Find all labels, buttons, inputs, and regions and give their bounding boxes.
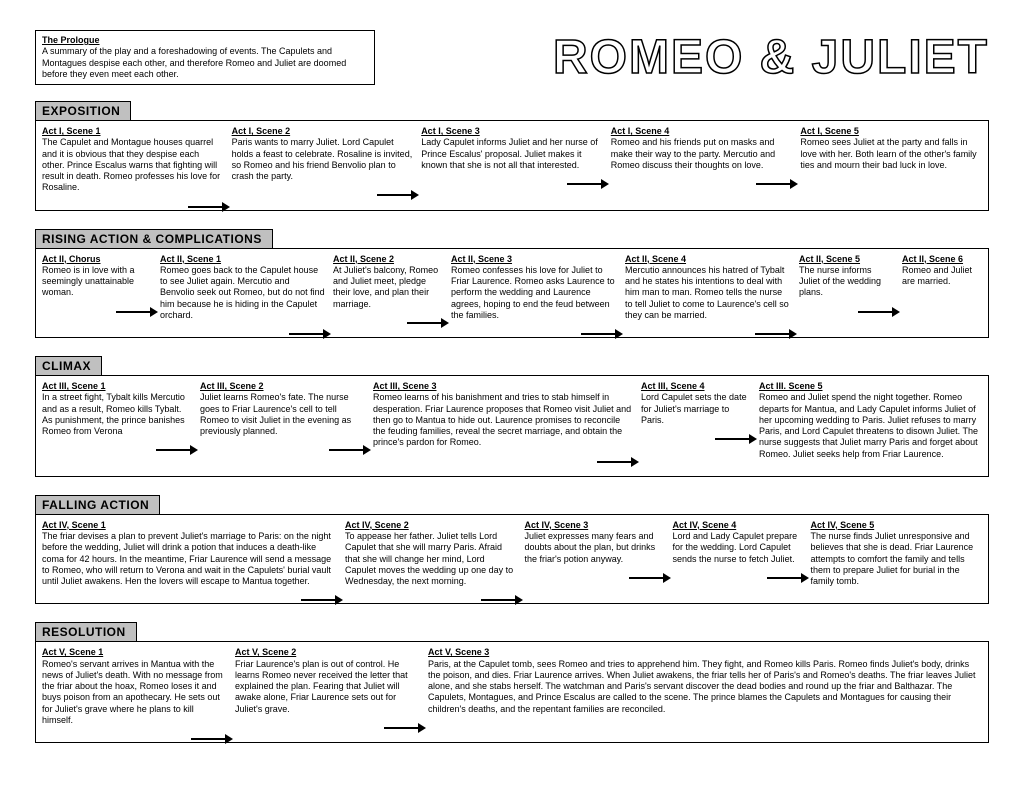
main-title: ROMEO & JULIET [395, 30, 989, 82]
arrow-icon [116, 311, 156, 313]
arrow-icon [384, 727, 424, 729]
arrow-icon [715, 438, 755, 440]
scene: Act II, Scene 6 Romeo and Juliet are mar… [902, 254, 982, 288]
scene: Act V, Scene 3 Paris, at the Capulet tom… [428, 647, 982, 715]
scene: Act IV, Scene 5 The nurse finds Juliet u… [811, 520, 983, 588]
arrow-icon [581, 333, 621, 335]
section-header: RISING ACTION & COMPLICATIONS [35, 229, 273, 248]
section-header: RESOLUTION [35, 622, 137, 641]
arrow-icon [858, 311, 898, 313]
scene: Act I, Scene 3 Lady Capulet informs Juli… [421, 126, 603, 171]
section-resolution: RESOLUTION Act V, Scene 1 Romeo's servan… [35, 622, 989, 743]
scene: Act II, Chorus Romeo is in love with a s… [42, 254, 152, 299]
section-header: EXPOSITION [35, 101, 131, 120]
arrow-icon [156, 449, 196, 451]
header-row: The Prologue A summary of the play and a… [35, 30, 989, 85]
scene: Act II, Scene 4 Mercutio announces his h… [625, 254, 791, 322]
scene: Act V, Scene 2 Friar Laurence's plan is … [235, 647, 420, 715]
scene: Act III, Scene 2 Juliet learns Romeo's f… [200, 381, 365, 437]
section-body: Act II, Chorus Romeo is in love with a s… [35, 248, 989, 339]
arrow-icon [629, 577, 669, 579]
arrow-icon [767, 577, 807, 579]
scene: Act I, Scene 4 Romeo and his friends put… [611, 126, 793, 171]
section-header: FALLING ACTION [35, 495, 160, 514]
arrow-icon [301, 599, 341, 601]
scene: Act III, Scene 3 Romeo learns of his ban… [373, 381, 633, 449]
section-body: Act I, Scene 1 The Capulet and Montague … [35, 120, 989, 211]
arrow-icon [597, 461, 637, 463]
arrow-icon [481, 599, 521, 601]
section-climax: CLIMAX Act III, Scene 1 In a street figh… [35, 356, 989, 477]
section-header: CLIMAX [35, 356, 102, 375]
arrow-icon [188, 206, 228, 208]
scene: Act II, Scene 3 Romeo confesses his love… [451, 254, 617, 322]
section-body: Act IV, Scene 1 The friar devises a plan… [35, 514, 989, 605]
scene: Act IV, Scene 1 The friar devises a plan… [42, 520, 337, 588]
prologue-box: The Prologue A summary of the play and a… [35, 30, 375, 85]
section-rising: RISING ACTION & COMPLICATIONS Act II, Ch… [35, 229, 989, 339]
scene: Act II, Scene 5 The nurse informs Juliet… [799, 254, 894, 299]
scene: Act I, Scene 2 Paris wants to marry Juli… [232, 126, 414, 182]
arrow-icon [191, 738, 231, 740]
section-body: Act V, Scene 1 Romeo's servant arrives i… [35, 641, 989, 743]
arrow-icon [377, 194, 417, 196]
scene: Act IV, Scene 3 Juliet expresses many fe… [525, 520, 665, 565]
section-falling: FALLING ACTION Act IV, Scene 1 The friar… [35, 495, 989, 605]
prologue-text: A summary of the play and a foreshadowin… [42, 46, 346, 79]
scene: Act IV, Scene 4 Lord and Lady Capulet pr… [673, 520, 803, 565]
arrow-icon [289, 333, 329, 335]
scene: Act III, Scene 4 Lord Capulet sets the d… [641, 381, 751, 426]
arrow-icon [755, 333, 795, 335]
scene: Act V, Scene 1 Romeo's servant arrives i… [42, 647, 227, 726]
section-exposition: EXPOSITION Act I, Scene 1 The Capulet an… [35, 101, 989, 211]
scene: Act II, Scene 1 Romeo goes back to the C… [160, 254, 325, 322]
scene: Act III. Scene 5 Romeo and Juliet spend … [759, 381, 982, 460]
scene: Act II, Scene 2 At Juliet's balcony, Rom… [333, 254, 443, 310]
arrow-icon [567, 183, 607, 185]
arrow-icon [756, 183, 796, 185]
scene: Act I, Scene 1 The Capulet and Montague … [42, 126, 224, 194]
arrow-icon [329, 449, 369, 451]
section-body: Act III, Scene 1 In a street fight, Tyba… [35, 375, 989, 477]
arrow-icon [407, 322, 447, 324]
scene: Act IV, Scene 2 To appease her father. J… [345, 520, 517, 588]
prologue-heading: The Prologue [42, 35, 100, 45]
scene: Act III, Scene 1 In a street fight, Tyba… [42, 381, 192, 437]
scene: Act I, Scene 5 Romeo sees Juliet at the … [800, 126, 982, 171]
